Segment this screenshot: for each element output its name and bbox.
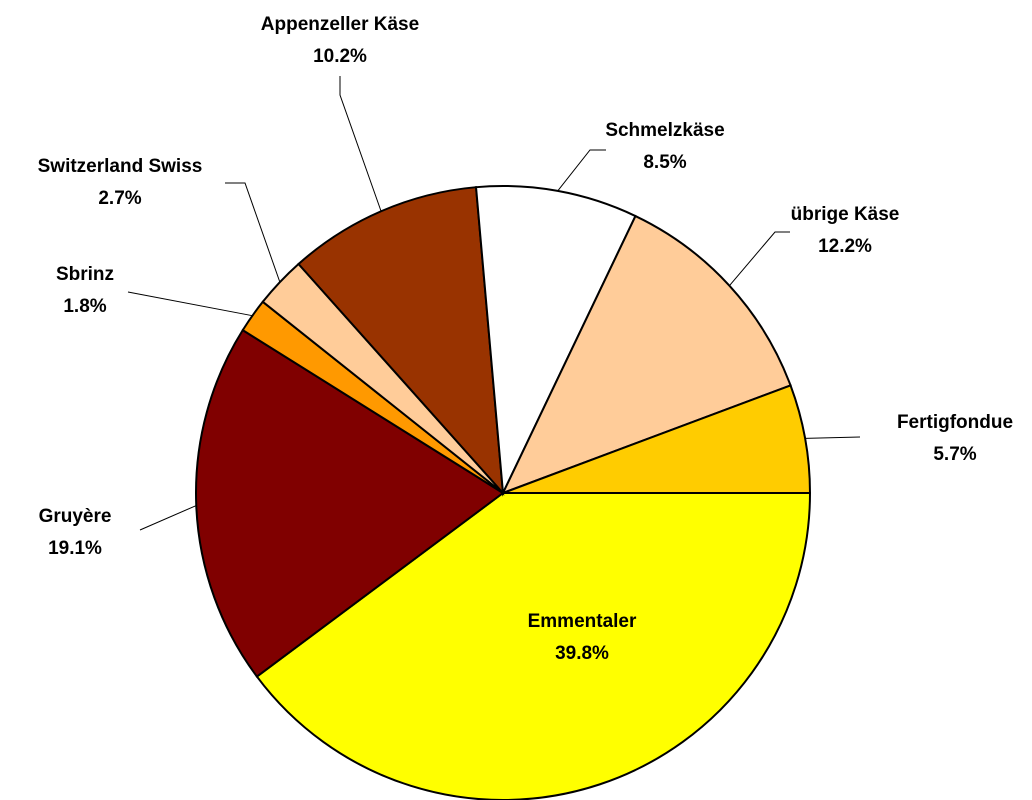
slice-value-label: 1.8% <box>63 296 106 317</box>
slice-value-label: 10.2% <box>313 46 367 67</box>
slice-value-label: 12.2% <box>818 236 872 257</box>
slice-value-label: 5.7% <box>933 444 976 465</box>
leader-line <box>729 231 790 286</box>
leader-line <box>557 149 606 192</box>
slice-label: Appenzeller Käse <box>261 14 419 35</box>
slice-label: übrige Käse <box>791 204 900 225</box>
slice-value-label: 2.7% <box>98 188 141 209</box>
slice-value-label: 8.5% <box>643 152 686 173</box>
leader-line <box>225 182 281 283</box>
pie-slice <box>255 492 812 800</box>
slice-label: Fertigfondue <box>897 412 1013 433</box>
pie-slice <box>501 214 792 495</box>
slice-label: Switzerland Swiss <box>38 156 203 177</box>
leader-line <box>139 505 197 531</box>
slice-value-label: 39.8% <box>555 643 609 664</box>
leader-line <box>805 436 861 439</box>
slice-value-label: 19.1% <box>48 538 102 559</box>
slice-label: Emmentaler <box>528 611 637 632</box>
leader-line <box>339 76 382 212</box>
leader-line <box>127 291 253 317</box>
slice-label: Schmelzkäse <box>605 120 724 141</box>
slice-label: Sbrinz <box>56 264 114 285</box>
slice-label: Gruyère <box>39 506 112 527</box>
